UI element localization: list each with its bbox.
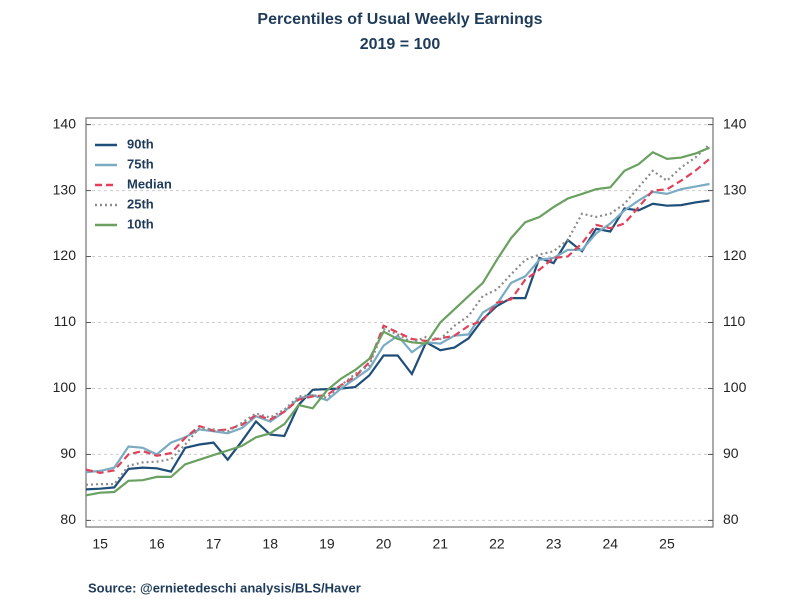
y-tick-label: 80 <box>60 511 76 527</box>
legend-label: 90th <box>127 136 154 151</box>
y2-tick-label: 140 <box>723 115 747 131</box>
x-tick-label: 21 <box>432 536 448 552</box>
y-tick-label: 120 <box>53 247 77 263</box>
chart-title: Percentiles of Usual Weekly Earnings <box>257 11 542 28</box>
legend: 90th 75th Median 25th 10th <box>95 136 172 231</box>
series-line <box>85 182 710 474</box>
y2-tick-label: 120 <box>723 247 747 263</box>
y2-tick-label: 80 <box>723 511 739 527</box>
y-tick-label: 140 <box>53 115 77 131</box>
legend-label: 10th <box>127 216 154 231</box>
y2-tick-label: 130 <box>723 181 747 197</box>
x-tick-label: 20 <box>376 536 392 552</box>
x-tick-label: 19 <box>319 536 335 552</box>
chart-subtitle: 2019 = 100 <box>360 36 441 53</box>
x-tick-label: 22 <box>489 536 505 552</box>
y-tick-label: 130 <box>53 181 77 197</box>
series-line <box>85 143 711 486</box>
x-tick-label: 15 <box>92 536 108 552</box>
y-tick-label: 90 <box>60 445 76 461</box>
series-line <box>85 158 711 475</box>
source: Source: @ernietedeschi analysis/BLS/Have… <box>88 580 361 595</box>
legend-label: 25th <box>127 196 154 211</box>
x-tick-label: 24 <box>603 536 619 552</box>
y2-tick-label: 90 <box>723 445 739 461</box>
legend-label: 75th <box>127 156 154 171</box>
series-line <box>85 146 710 497</box>
y2-tick-label: 100 <box>723 379 747 395</box>
y-tick-label: 100 <box>53 379 77 395</box>
x-tick-label: 17 <box>206 536 222 552</box>
x-tick-label: 16 <box>149 536 165 552</box>
y-tick-label: 110 <box>54 313 77 329</box>
series-line <box>85 199 710 491</box>
legend-label: Median <box>127 176 172 191</box>
x-tick-label: 25 <box>659 536 675 552</box>
x-tick-label: 18 <box>262 536 278 552</box>
y2-tick-label: 110 <box>723 313 746 329</box>
x-tick-label: 23 <box>546 536 562 552</box>
